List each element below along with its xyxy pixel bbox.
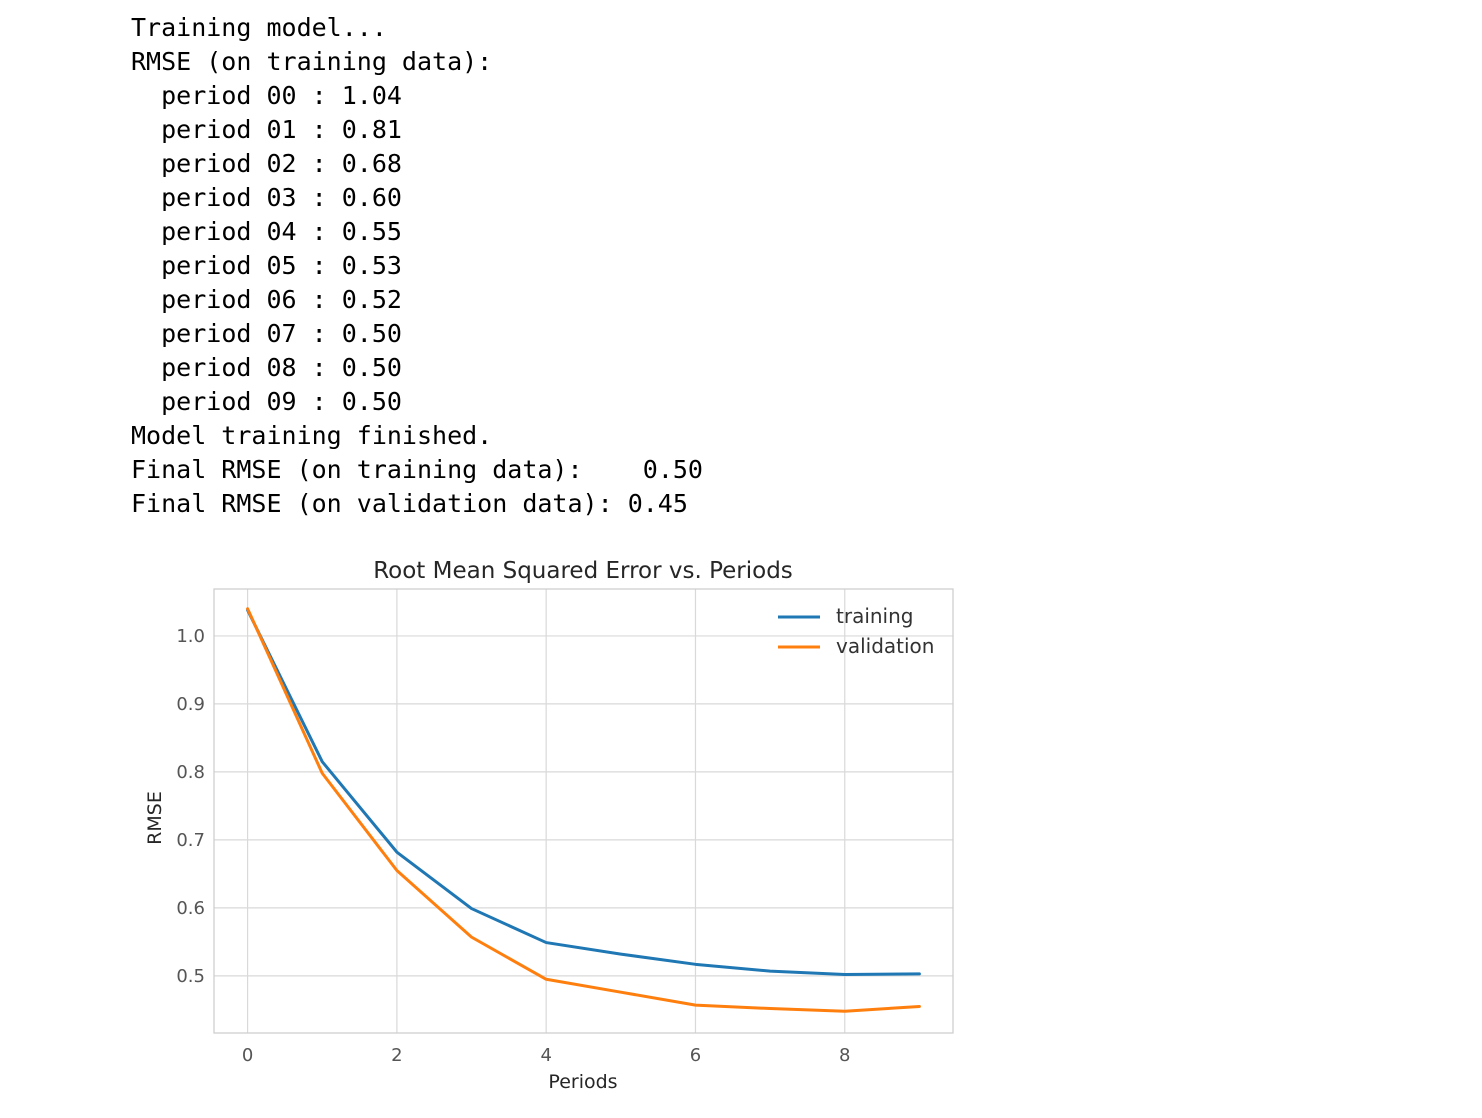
period-row: period 05 : 0.53 — [161, 251, 402, 280]
legend-label-validation: validation — [836, 634, 934, 658]
x-tick-label: 2 — [391, 1045, 402, 1066]
log-line: Training model... — [131, 11, 703, 45]
period-row: period 02 : 0.68 — [161, 149, 402, 178]
y-tick-label: 0.7 — [176, 830, 205, 851]
period-value: 1.04 — [341, 81, 402, 110]
final-training-label: Final RMSE (on training data): — [131, 455, 583, 484]
training-finished: Model training finished. — [131, 421, 493, 450]
period-label: period 01 — [161, 115, 297, 144]
series-line-validation — [246, 607, 921, 1013]
x-tick-label: 6 — [690, 1045, 701, 1066]
period-row: period 08 : 0.50 — [161, 353, 402, 382]
period-label: period 06 — [161, 285, 297, 314]
final-validation-row: Final RMSE (on validation data): 0.45 — [131, 487, 703, 521]
period-value: 0.53 — [341, 251, 402, 280]
y-tick-label: 0.5 — [176, 966, 205, 987]
final-training-value: 0.50 — [642, 455, 703, 484]
period-value: 0.50 — [341, 387, 402, 416]
period-label: period 00 — [161, 81, 297, 110]
log-line: RMSE (on training data): — [131, 45, 703, 79]
final-training-row: Final RMSE (on training data): 0.50 — [131, 453, 703, 487]
period-row: period 04 : 0.55 — [161, 217, 402, 246]
period-label: period 03 — [161, 183, 297, 212]
period-label: period 05 — [161, 251, 297, 280]
period-row: period 06 : 0.52 — [161, 285, 402, 314]
chart-ticks: 0 2 4 6 8 0.5 0.6 0.7 0.8 0.9 1.0 — [176, 626, 850, 1066]
x-axis-label: Periods — [548, 1071, 617, 1093]
period-row: period 09 : 0.50 — [161, 387, 402, 416]
period-label: period 02 — [161, 149, 297, 178]
final-validation-value: 0.45 — [627, 489, 688, 518]
period-row: period 01 : 0.81 — [161, 115, 402, 144]
plot-frame — [213, 588, 954, 1034]
plot-background — [214, 589, 953, 1033]
period-label: period 09 — [161, 387, 297, 416]
legend-label-training: training — [836, 604, 913, 628]
period-label: period 07 — [161, 319, 297, 348]
x-tick-label: 4 — [540, 1045, 551, 1066]
period-row: period 00 : 1.04 — [161, 81, 402, 110]
training-log: Training model... RMSE (on training data)… — [131, 11, 703, 521]
y-tick-label: 0.9 — [176, 694, 205, 715]
chart-legend: training validation — [778, 604, 934, 658]
period-value: 0.55 — [341, 217, 402, 246]
y-axis-label: RMSE — [144, 791, 166, 845]
chart-series — [246, 607, 921, 1013]
period-value: 0.50 — [341, 319, 402, 348]
chart-grid — [214, 589, 953, 1033]
period-row: period 03 : 0.60 — [161, 183, 402, 212]
rmse-heading: RMSE (on training data): — [131, 47, 493, 76]
period-row: period 07 : 0.50 — [161, 319, 402, 348]
rmse-chart: 0 2 4 6 8 0.5 0.6 0.7 0.8 0.9 1.0 Root Mean Square… — [144, 558, 954, 1093]
period-label: period 08 — [161, 353, 297, 382]
y-tick-label: 0.8 — [176, 762, 205, 783]
period-value: 0.50 — [341, 353, 402, 382]
x-tick-label: 0 — [242, 1045, 253, 1066]
period-value: 0.68 — [341, 149, 402, 178]
x-tick-label: 8 — [839, 1045, 850, 1066]
period-value: 0.60 — [341, 183, 402, 212]
period-label: period 04 — [161, 217, 297, 246]
log-line: Model training finished. — [131, 419, 703, 453]
chart-title: Root Mean Squared Error vs. Periods — [373, 558, 793, 584]
period-value: 0.81 — [341, 115, 402, 144]
y-tick-label: 1.0 — [176, 626, 205, 647]
y-tick-label: 0.6 — [176, 898, 205, 919]
final-validation-label: Final RMSE (on validation data): — [131, 489, 613, 518]
period-value: 0.52 — [341, 285, 402, 314]
series-line-training — [246, 608, 921, 977]
log-header: Training model... — [131, 13, 387, 42]
